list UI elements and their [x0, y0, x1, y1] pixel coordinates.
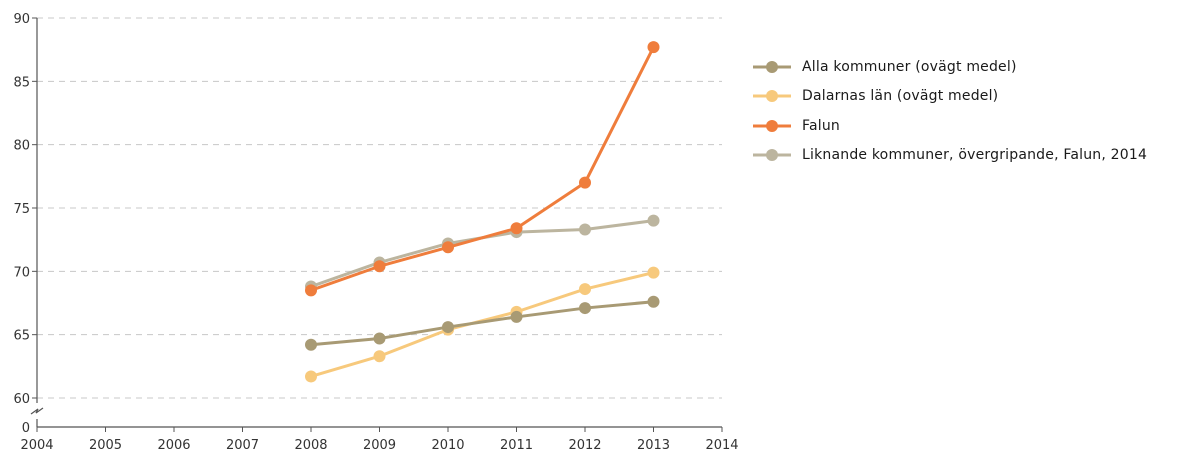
- axis-break-mark: [30, 403, 44, 419]
- data-point[interactable]: [510, 222, 523, 235]
- data-point[interactable]: [647, 214, 660, 227]
- y-tick-label-zero: 0: [22, 421, 30, 436]
- legend-item[interactable]: Falun: [752, 111, 1147, 141]
- legend-label: Liknande kommuner, övergripande, Falun, …: [802, 147, 1148, 164]
- data-point[interactable]: [510, 310, 523, 323]
- data-point[interactable]: [579, 223, 591, 236]
- y-tick-label: 80: [13, 139, 30, 154]
- data-point[interactable]: [442, 321, 454, 334]
- x-tick-label: 2008: [294, 438, 327, 453]
- data-point[interactable]: [305, 338, 317, 351]
- series-line: [310, 46, 655, 292]
- x-tick-label: 2011: [500, 438, 533, 453]
- y-tick-label: 90: [13, 12, 30, 27]
- legend-swatch: [753, 149, 791, 162]
- x-tick-label: 2014: [705, 438, 738, 453]
- series-line: [310, 271, 654, 378]
- x-tick-label: 2012: [568, 438, 601, 453]
- legend-item[interactable]: Liknande kommuner, övergripande, Falun, …: [752, 141, 1147, 171]
- axes: 0 60 65 70 75 80 85 90 2004 2005 2006 2007 2008 2009…: [13, 12, 738, 453]
- y-tick-label: 75: [13, 202, 30, 217]
- series-line: [310, 219, 654, 288]
- legend: Alla kommuner (ovägt medel) Dalarnas län …: [752, 52, 1147, 170]
- series-line: [310, 300, 654, 347]
- x-tick-label: 2005: [89, 438, 122, 453]
- data-point[interactable]: [373, 260, 386, 273]
- y-tick-label: 60: [13, 392, 30, 407]
- legend-item[interactable]: Alla kommuner (ovägt medel): [752, 52, 1147, 82]
- data-point[interactable]: [647, 295, 660, 308]
- series-line-group: [305, 295, 660, 351]
- legend-item[interactable]: Dalarnas län (ovägt medel): [752, 82, 1147, 112]
- data-point[interactable]: [442, 241, 454, 254]
- y-tick-label: 85: [13, 75, 30, 90]
- data-point[interactable]: [373, 350, 386, 363]
- legend-swatch: [753, 60, 791, 73]
- x-tick-label: 2009: [363, 438, 396, 453]
- data-point[interactable]: [579, 283, 591, 296]
- series-line-group: [305, 266, 660, 383]
- data-point[interactable]: [305, 370, 317, 383]
- legend-swatch: [753, 119, 791, 132]
- y-tick-label: 65: [13, 329, 30, 344]
- x-tick-label: 2006: [157, 438, 190, 453]
- legend-swatch: [753, 90, 791, 103]
- x-tick-label: 2010: [431, 438, 464, 453]
- x-tick-label: 2007: [226, 438, 259, 453]
- legend-label: Alla kommuner (ovägt medel): [802, 58, 1017, 75]
- data-point[interactable]: [305, 284, 317, 297]
- data-point[interactable]: [647, 41, 660, 54]
- data-point[interactable]: [373, 332, 386, 345]
- data-point[interactable]: [579, 176, 591, 189]
- series-line-group: [305, 214, 660, 293]
- series-line-group: [305, 41, 660, 297]
- y-tick-label: 70: [13, 265, 30, 280]
- x-tick-label: 2004: [20, 438, 53, 453]
- legend-label: Dalarnas län (ovägt medel): [802, 88, 999, 105]
- series: [305, 41, 660, 383]
- data-point[interactable]: [579, 302, 591, 315]
- x-tick-label: 2013: [637, 438, 670, 453]
- data-point[interactable]: [647, 266, 660, 279]
- legend-label: Falun: [802, 117, 840, 134]
